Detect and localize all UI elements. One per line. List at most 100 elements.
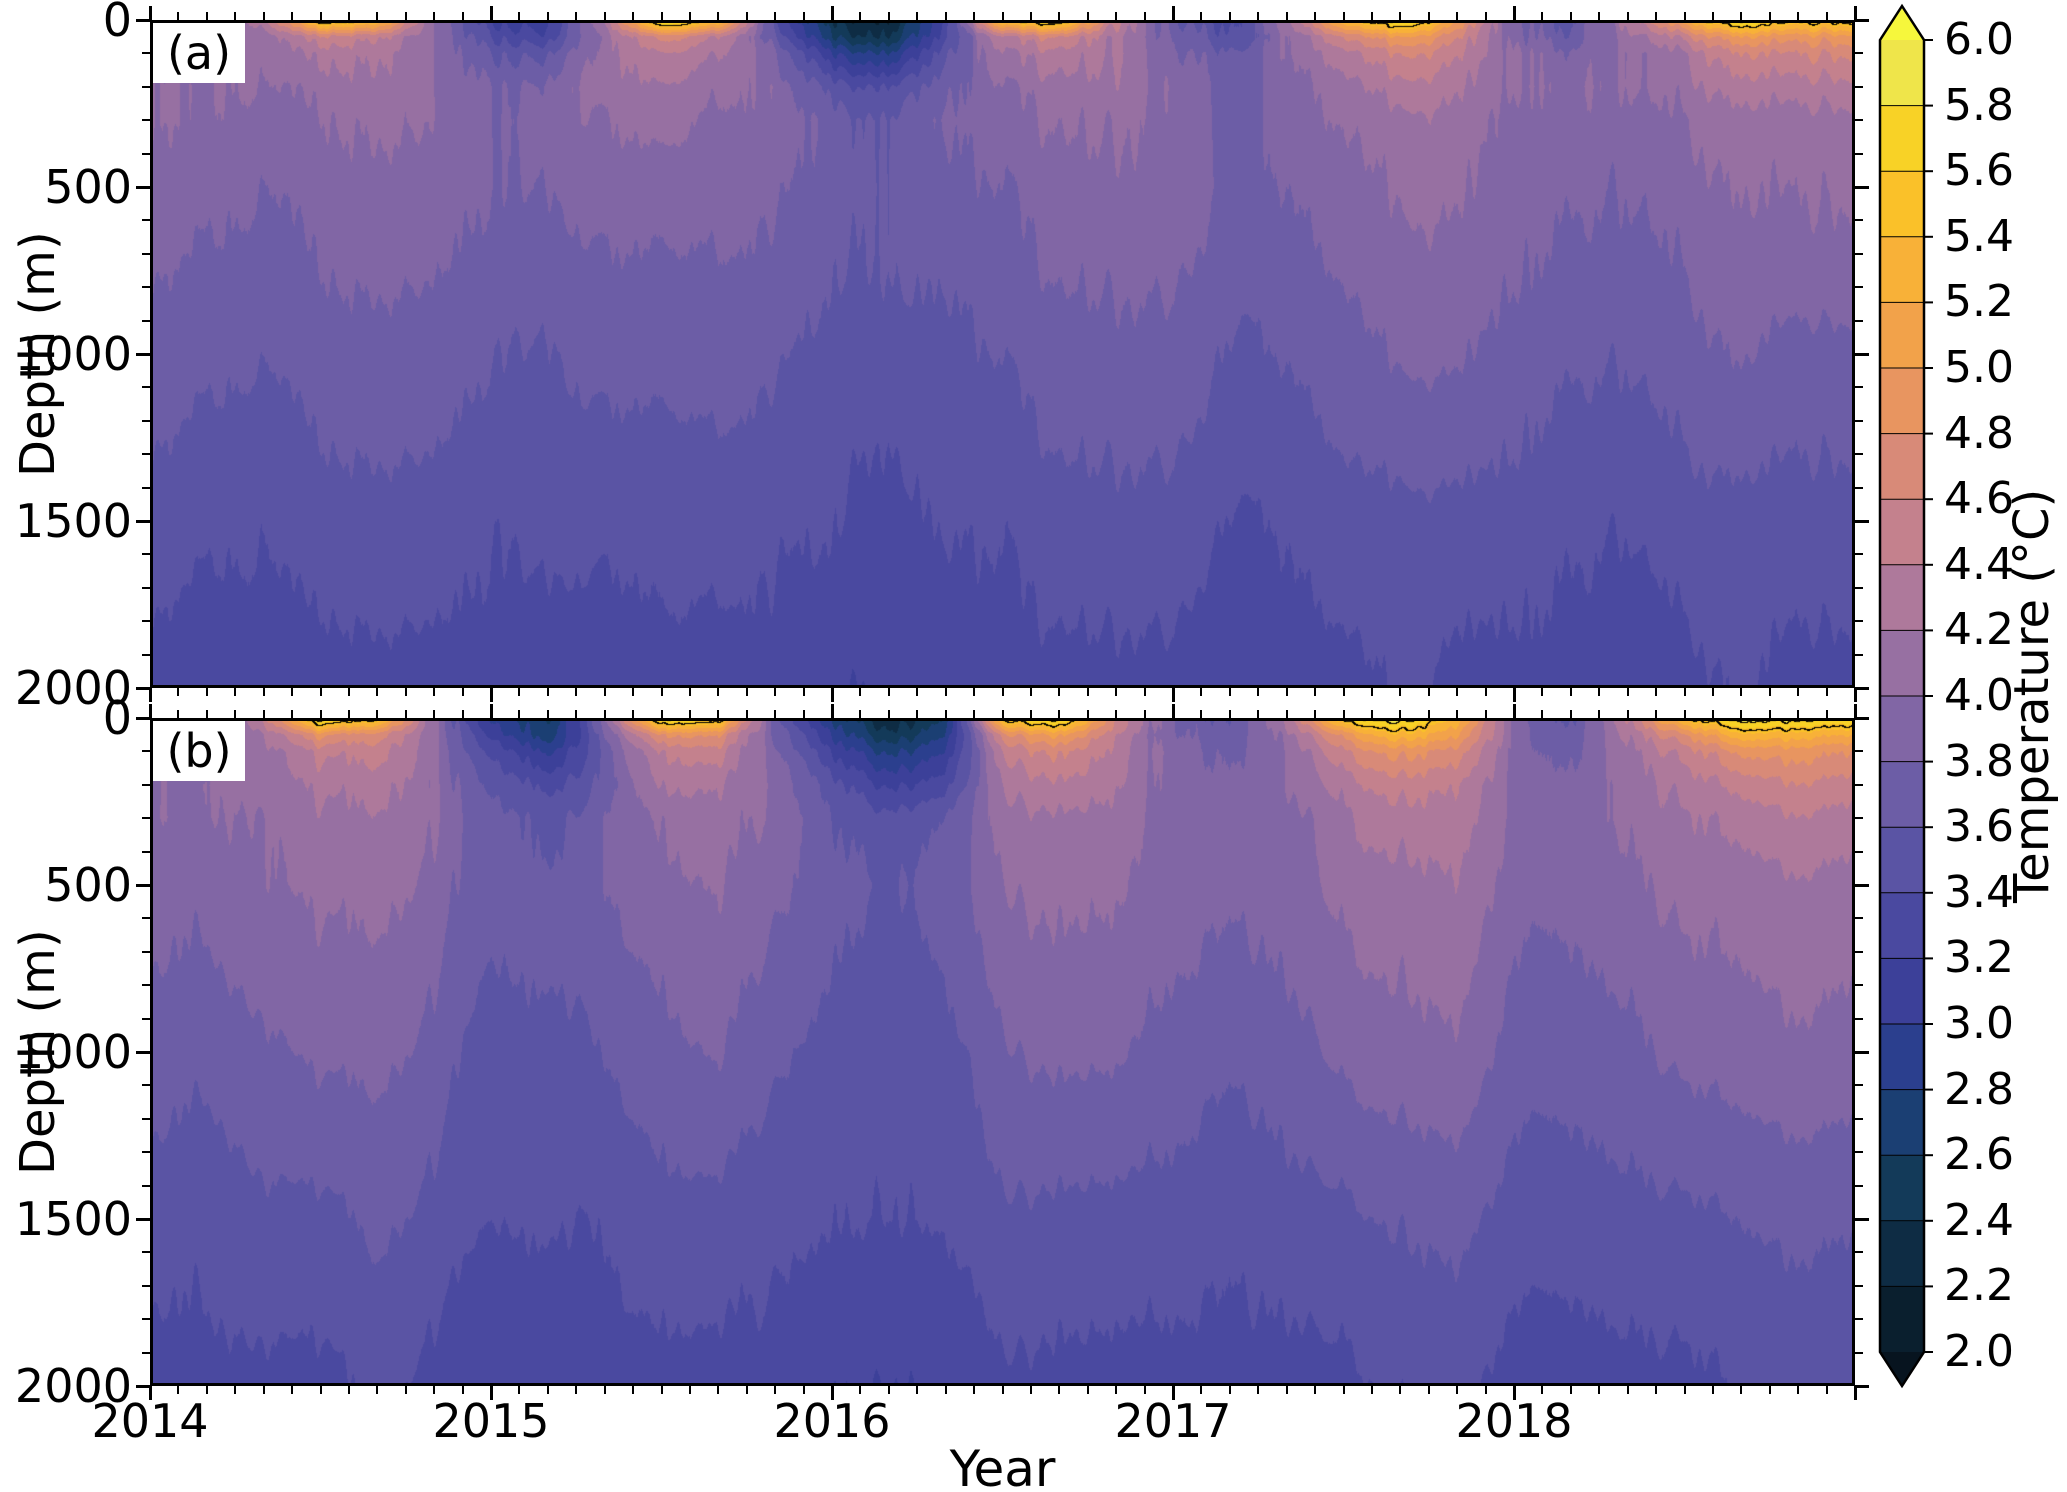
y-minor-tick xyxy=(142,119,150,122)
x-minor-tick xyxy=(546,1386,549,1394)
panel-b-label-text: (b) xyxy=(166,724,232,778)
x-minor-tick xyxy=(717,1386,720,1394)
x-minor-tick xyxy=(234,1386,237,1394)
y-minor-tick xyxy=(1855,1151,1863,1154)
x-minor-tick xyxy=(262,710,265,718)
x-minor-tick xyxy=(1626,688,1629,696)
x-minor-tick xyxy=(688,710,691,718)
x-minor-tick xyxy=(1342,1386,1345,1394)
x-minor-tick xyxy=(1285,710,1288,718)
x-minor-tick xyxy=(802,710,805,718)
x-minor-tick xyxy=(1768,688,1771,696)
x-minor-tick xyxy=(1314,710,1317,718)
x-major-tick xyxy=(148,6,152,20)
y-major-tick xyxy=(136,352,150,356)
x-minor-tick xyxy=(1001,710,1004,718)
y-major-tick xyxy=(1855,18,1869,22)
x-minor-tick xyxy=(461,710,464,718)
y-minor-tick xyxy=(1855,219,1863,222)
x-minor-tick xyxy=(1427,688,1430,696)
x-minor-tick xyxy=(1058,1386,1061,1394)
y-minor-tick xyxy=(1855,984,1863,987)
x-minor-tick xyxy=(1370,12,1373,20)
x-minor-tick xyxy=(1086,710,1089,718)
x-minor-tick xyxy=(1541,710,1544,718)
x-minor-tick xyxy=(1825,12,1828,20)
y-minor-tick xyxy=(142,1117,150,1120)
x-minor-tick xyxy=(518,688,521,696)
x-minor-tick xyxy=(1626,1386,1629,1394)
x-minor-tick xyxy=(802,12,805,20)
y-major-tick xyxy=(1855,352,1869,356)
x-minor-tick xyxy=(1257,688,1260,696)
x-minor-tick xyxy=(1797,12,1800,20)
x-major-tick xyxy=(1853,1386,1857,1400)
x-minor-tick xyxy=(347,1386,350,1394)
x-minor-tick xyxy=(1285,1386,1288,1394)
x-minor-tick xyxy=(688,1386,691,1394)
y-minor-tick xyxy=(142,620,150,623)
x-minor-tick xyxy=(774,12,777,20)
x-minor-tick xyxy=(859,12,862,20)
y-minor-tick xyxy=(1855,1284,1863,1287)
y-minor-tick xyxy=(142,1318,150,1321)
x-minor-tick xyxy=(887,12,890,20)
x-minor-tick xyxy=(802,688,805,696)
y-minor-tick xyxy=(1855,1318,1863,1321)
x-minor-tick xyxy=(745,12,748,20)
x-major-tick xyxy=(1171,704,1175,718)
y-minor-tick xyxy=(1855,1084,1863,1087)
y-major-tick xyxy=(1855,519,1869,523)
y-minor-tick xyxy=(1855,52,1863,55)
x-minor-tick xyxy=(916,1386,919,1394)
x-minor-tick xyxy=(688,12,691,20)
y-minor-tick xyxy=(142,1151,150,1154)
x-minor-tick xyxy=(1200,1386,1203,1394)
x-minor-tick xyxy=(1569,1386,1572,1394)
x-minor-tick xyxy=(1143,710,1146,718)
x-minor-tick xyxy=(859,710,862,718)
x-major-tick xyxy=(489,704,493,718)
x-minor-tick xyxy=(1484,1386,1487,1394)
y-minor-tick xyxy=(142,817,150,820)
x-minor-tick xyxy=(1228,710,1231,718)
x-minor-tick xyxy=(1143,1386,1146,1394)
x-minor-tick xyxy=(1797,1386,1800,1394)
x-minor-tick xyxy=(1683,12,1686,20)
x-minor-tick xyxy=(1370,710,1373,718)
y-minor-tick xyxy=(1855,817,1863,820)
x-minor-tick xyxy=(575,710,578,718)
y-minor-tick xyxy=(1855,1251,1863,1254)
y-minor-tick xyxy=(142,553,150,556)
x-minor-tick xyxy=(177,12,180,20)
x-minor-tick xyxy=(1825,1386,1828,1394)
x-minor-tick xyxy=(177,688,180,696)
x-minor-tick xyxy=(632,710,635,718)
x-minor-tick xyxy=(1257,1386,1260,1394)
x-minor-tick xyxy=(1655,710,1658,718)
y-minor-tick xyxy=(142,1084,150,1087)
y-minor-tick xyxy=(142,586,150,589)
x-minor-tick xyxy=(404,1386,407,1394)
x-minor-tick xyxy=(745,688,748,696)
x-minor-tick xyxy=(1626,710,1629,718)
x-minor-tick xyxy=(291,12,294,20)
x-major-tick xyxy=(1512,1386,1516,1400)
y-minor-tick xyxy=(142,653,150,656)
x-minor-tick xyxy=(1427,1386,1430,1394)
y-major-tick xyxy=(1855,883,1869,887)
x-minor-tick xyxy=(546,710,549,718)
x-minor-tick xyxy=(1029,688,1032,696)
x-minor-tick xyxy=(1427,710,1430,718)
x-minor-tick xyxy=(1683,688,1686,696)
x-minor-tick xyxy=(1115,710,1118,718)
y-minor-tick xyxy=(1855,783,1863,786)
y-major-tick xyxy=(136,519,150,523)
x-major-tick xyxy=(1853,704,1857,718)
x-minor-tick xyxy=(1484,12,1487,20)
x-minor-tick xyxy=(887,1386,890,1394)
x-minor-tick xyxy=(916,12,919,20)
x-minor-tick xyxy=(1825,710,1828,718)
x-minor-tick xyxy=(774,1386,777,1394)
